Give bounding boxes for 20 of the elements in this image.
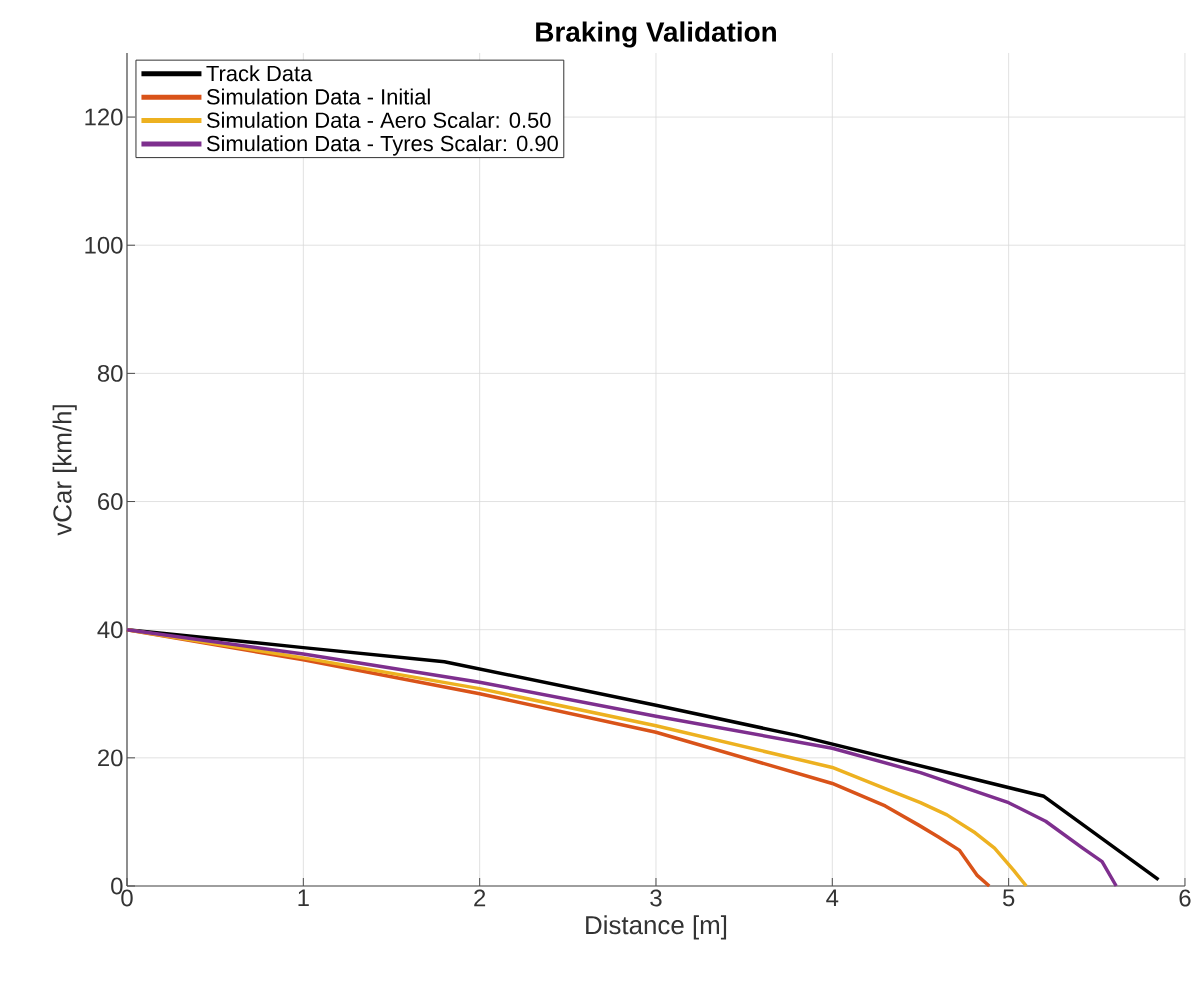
x-tick-label: 1 <box>298 889 309 906</box>
y-axis-title: vCar [km/h] <box>52 405 77 536</box>
y-tick-label: 40 <box>97 621 123 639</box>
legend-label: Simulation Data - Initial <box>206 88 430 105</box>
y-tick-label: 60 <box>98 493 123 510</box>
x-tick-label: 4 <box>826 889 839 906</box>
chart-title: Braking Validation <box>536 21 776 48</box>
x-tick-label: 5 <box>1002 889 1015 907</box>
x-axis-title: Distance [m] <box>586 915 727 940</box>
y-tick-label: 80 <box>97 364 123 382</box>
x-tick-label: 6 <box>1179 889 1191 907</box>
legend-label: Simulation Data - Tyres Scalar: 0.90 <box>206 135 558 156</box>
x-tick-label: 2 <box>474 889 486 907</box>
y-tick-label: 0 <box>111 877 123 895</box>
y-tick-label: 100 <box>85 236 123 254</box>
x-tick-label: 3 <box>650 889 662 907</box>
legend-label: Track Data <box>206 65 313 82</box>
y-tick-label: 120 <box>85 108 123 126</box>
y-tick-label: 20 <box>98 749 123 767</box>
legend-label: Simulation Data - Aero Scalar: 0.50 <box>206 111 551 128</box>
